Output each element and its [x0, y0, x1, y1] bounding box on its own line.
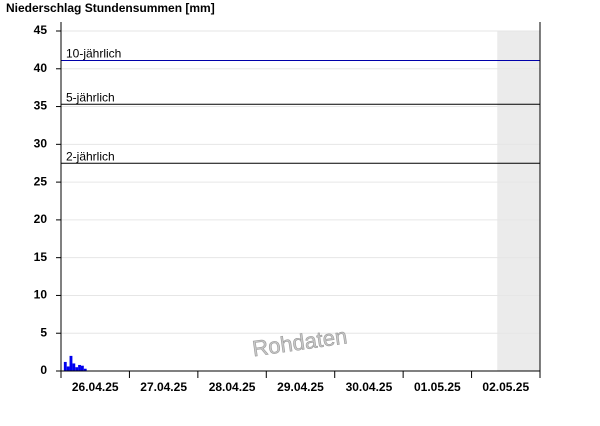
- x-tick-label: 30.04.25: [346, 380, 393, 394]
- watermark: Rohdaten: [251, 323, 349, 361]
- y-tick-label: 5: [40, 325, 47, 339]
- chart-title: Niederschlag Stundensummen [mm]: [6, 1, 215, 15]
- bar: [80, 365, 84, 371]
- y-tick-label: 15: [34, 250, 48, 264]
- bar: [63, 361, 67, 371]
- reference-label: 2-jährlich: [66, 149, 115, 163]
- x-tick-label: 01.05.25: [414, 380, 461, 394]
- x-tick-label: 02.05.25: [482, 380, 529, 394]
- bar: [78, 364, 81, 371]
- x-tick-label: 26.04.25: [72, 380, 119, 394]
- x-tick-label: 28.04.25: [209, 380, 256, 394]
- shaded-region: [497, 31, 540, 371]
- bar: [66, 366, 70, 371]
- y-tick-label: 30: [34, 137, 48, 151]
- bar: [83, 368, 87, 371]
- y-tick-label: 20: [34, 212, 48, 226]
- reference-label: 5-jährlich: [66, 90, 115, 104]
- bar: [75, 367, 79, 371]
- y-tick-label: 25: [34, 174, 48, 188]
- y-tick-label: 0: [40, 363, 47, 377]
- bar: [72, 363, 76, 371]
- reference-label: 10-jährlich: [66, 47, 121, 61]
- y-tick-label: 40: [34, 61, 48, 75]
- y-tick-label: 45: [34, 23, 48, 37]
- x-tick-label: 29.04.25: [277, 380, 324, 394]
- y-tick-label: 35: [34, 99, 48, 113]
- bar: [69, 355, 73, 371]
- y-tick-label: 10: [34, 288, 48, 302]
- x-tick-label: 27.04.25: [140, 380, 187, 394]
